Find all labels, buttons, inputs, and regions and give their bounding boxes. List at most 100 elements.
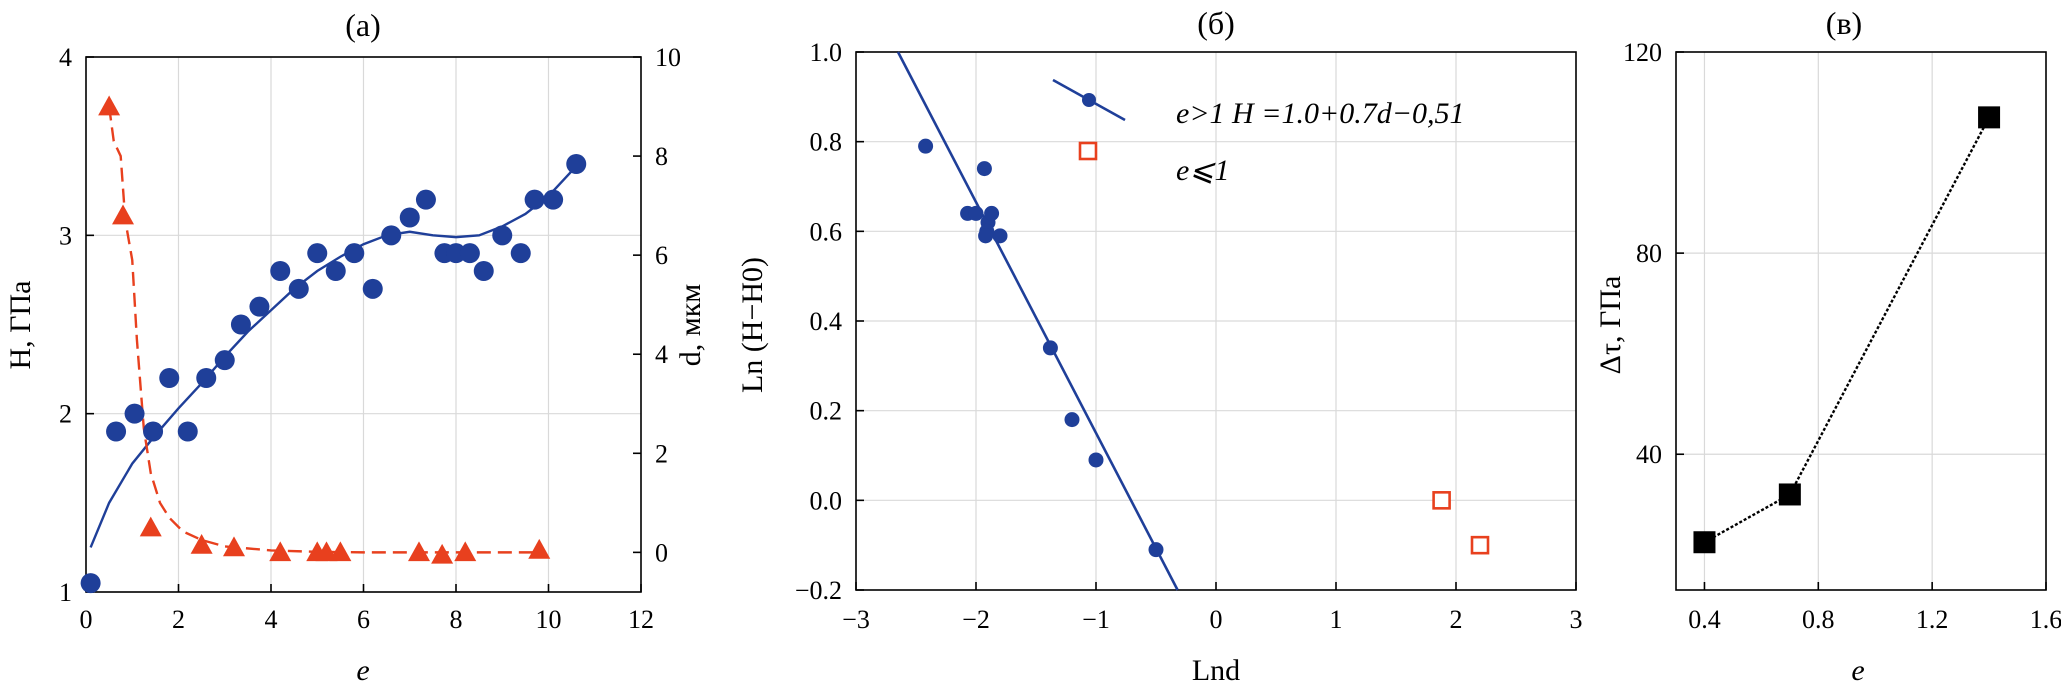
- panel-a-y2-tick-label: 2: [655, 439, 668, 468]
- panel-b-x-tick-label: −2: [962, 605, 990, 634]
- panel-b-xlabel: Lnd: [1192, 654, 1240, 687]
- panel-c-x-ticks: 0.4 0.8 1.2 1.6: [1688, 582, 2061, 634]
- legend-marker-circle: [1082, 93, 1096, 107]
- panel-a-x-tick-label: 4: [265, 605, 278, 634]
- panel-c-grid: [1676, 52, 2046, 590]
- hardness-point: [307, 243, 328, 264]
- hardness-point: [415, 189, 436, 210]
- panel-a-y2label: d, мкм: [674, 284, 707, 367]
- panel-b-y-tick-label: 0.0: [810, 486, 843, 515]
- hardness-point: [381, 225, 402, 246]
- hardness-point: [270, 261, 291, 281]
- panel-b-y-tick-label: 0.8: [810, 128, 843, 157]
- panel-b-x-tick-label: −3: [842, 605, 870, 634]
- panel-a-x-tick-label: 2: [172, 605, 185, 634]
- grain-size-point: [329, 541, 352, 562]
- fit-line: [896, 51, 1179, 591]
- panel-b-x-tick-label: 1: [1330, 605, 1343, 634]
- panel-a-x-tick-label: 12: [628, 605, 654, 634]
- panel-c-y-tick-label: 40: [1636, 440, 1662, 469]
- grain-size-point: [269, 541, 292, 562]
- panel-a-x-ticks: 0 2 4 6 8 10 12: [80, 584, 654, 634]
- hardness-point: [492, 225, 513, 246]
- grain-size-point: [454, 541, 477, 562]
- panel-b-x-ticks: −3 −2 −1 0 1 2 3: [842, 582, 1583, 634]
- delta-tau-point: [1778, 483, 1801, 506]
- delta-tau-point: [1693, 531, 1716, 554]
- grain-size-fit-line: [107, 106, 544, 554]
- panel-a-x-tick-label: 8: [450, 605, 463, 634]
- panel-b: (б) −3 −2 −1 0 1 2 3 −0.2 0.0 0.2 0.4 0.6 0.8 1.0 Ln…: [736, 5, 1583, 687]
- panel-b-y-tick-label: 0.4: [810, 307, 843, 336]
- grain-size-point: [98, 95, 121, 116]
- panel-b-x-tick-label: 0: [1210, 605, 1223, 634]
- grain-size-point: [408, 541, 430, 562]
- panel-a-x-tick-label: 6: [357, 605, 370, 634]
- panel-a-x-tick-label: 0: [80, 605, 93, 634]
- grain-size-point: [223, 536, 245, 557]
- hardness-point: [446, 243, 466, 264]
- panel-c-y-tick-label: 80: [1636, 239, 1662, 268]
- panel-b-y-tick-label: −0.2: [795, 576, 842, 605]
- hardness-point: [362, 278, 383, 299]
- panel-a-y-tick-label: 3: [59, 221, 72, 250]
- panel-b-ylabel: Ln (H−H0): [736, 257, 769, 393]
- hardness-point: [143, 421, 164, 442]
- panel-b-y-tick-label: 1.0: [810, 38, 843, 67]
- panel-a-y2-tick-label: 8: [655, 142, 668, 171]
- panel-c-ylabel: Δτ, ГПа: [1594, 276, 1627, 375]
- panel-a-title: (а): [345, 7, 381, 43]
- panel-a-y2-tick-label: 0: [655, 538, 668, 567]
- data-point-e-gt-1: [984, 205, 1000, 221]
- data-point-e-gt-1: [978, 228, 994, 244]
- hardness-point: [196, 368, 217, 388]
- panel-c-x-tick-label: 1.6: [2030, 605, 2061, 634]
- panel-a-grid: [86, 56, 641, 593]
- hardness-point: [566, 154, 587, 174]
- data-point-e-gt-1: [1088, 452, 1104, 468]
- grain-size-point: [431, 543, 454, 564]
- panel-c-x-tick-label: 0.4: [1688, 605, 1721, 634]
- hardness-point: [399, 207, 420, 228]
- grain-size-point: [190, 533, 213, 554]
- panel-b-x-tick-label: 3: [1570, 605, 1583, 634]
- panel-b-legend: e>1 H =1.0+0.7d−0,51 e⩽1: [1052, 78, 1464, 187]
- panel-c-plot: [1693, 106, 2001, 554]
- hardness-point: [459, 243, 480, 264]
- panel-b-x-tick-label: 2: [1450, 605, 1463, 634]
- panel-a-xlabel: e: [356, 654, 369, 687]
- hardness-point: [214, 350, 235, 371]
- hardness-point: [288, 278, 309, 299]
- panel-a-y2-tick-label: 6: [655, 241, 668, 270]
- legend-label-e-le-1: e⩽1: [1176, 154, 1229, 187]
- panel-a-y2-ticks: 0 2 4 6 8 10: [633, 43, 681, 567]
- panel-b-x-tick-label: −1: [1082, 605, 1110, 634]
- panel-a-plot: [80, 95, 587, 594]
- panel-b-title: (б): [1197, 5, 1235, 41]
- data-point-e-gt-1: [1064, 412, 1080, 428]
- hardness-point: [249, 296, 270, 317]
- panel-a-y-ticks: 1 2 3 4: [59, 43, 94, 607]
- panel-c-xlabel: e: [1851, 654, 1864, 687]
- data-point-e-gt-1: [976, 161, 992, 177]
- hardness-point: [473, 261, 494, 281]
- data-point-e-le-1: [1432, 491, 1451, 510]
- hardness-point: [159, 368, 180, 388]
- hardness-point: [106, 421, 127, 442]
- data-point-e-gt-1: [1148, 542, 1164, 558]
- legend-marker-open-square: [1078, 141, 1098, 161]
- legend-label-e-gt-1: e>1 H =1.0+0.7d−0,51: [1176, 97, 1464, 130]
- hardness-point: [510, 243, 531, 264]
- grain-size-point: [528, 538, 551, 559]
- panel-a-y-tick-label: 2: [59, 400, 72, 429]
- hardness-point: [124, 403, 145, 424]
- panel-b-y-ticks: −0.2 0.0 0.2 0.4 0.6 0.8 1.0: [795, 38, 864, 605]
- delta-tau-line: [1703, 116, 1991, 544]
- grain-size-point: [139, 516, 162, 537]
- hardness-point: [80, 573, 101, 594]
- hardness-point: [344, 243, 365, 264]
- panel-a-y-tick-label: 1: [59, 578, 72, 607]
- data-point-e-gt-1: [992, 228, 1008, 244]
